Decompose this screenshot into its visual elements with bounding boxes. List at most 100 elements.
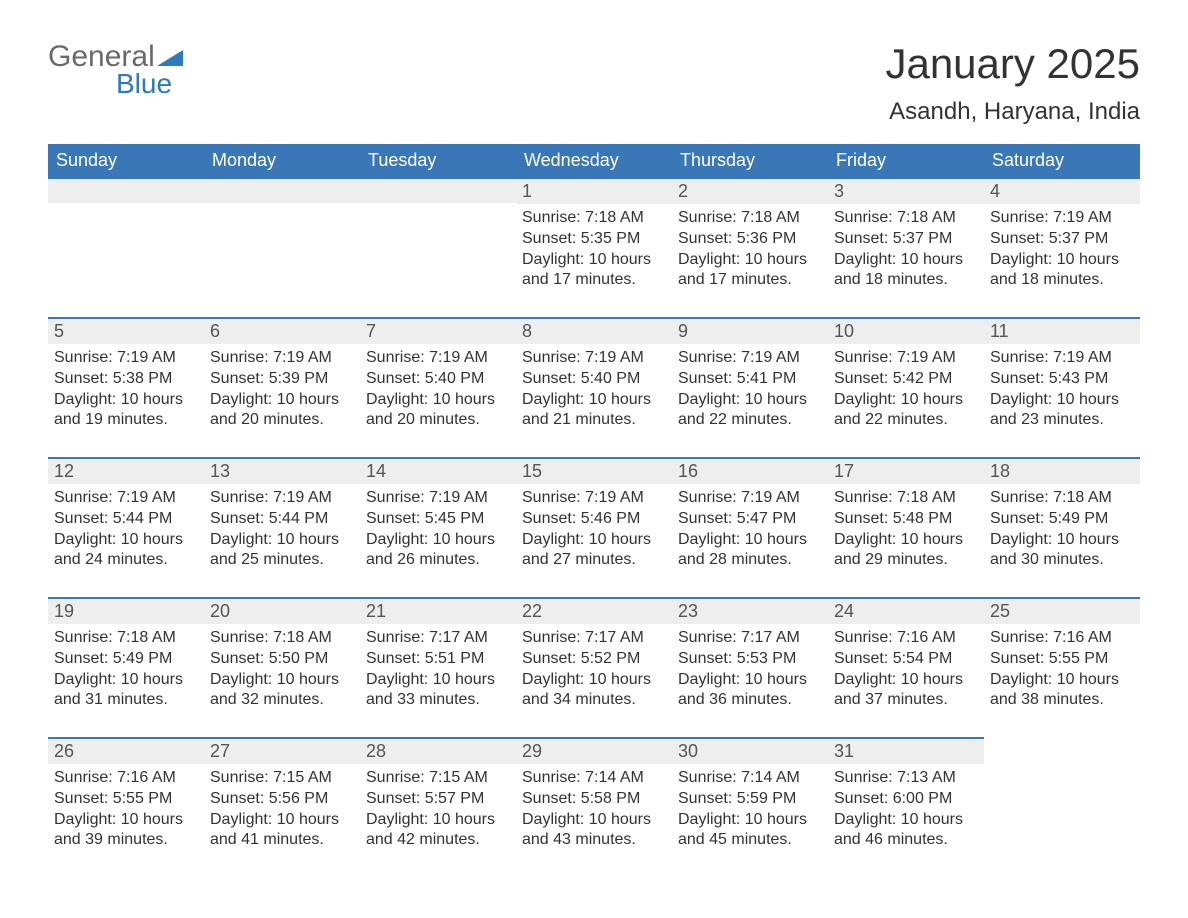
day-number: 8	[516, 317, 672, 344]
day-d2-line: and 27 minutes.	[522, 550, 666, 571]
weekday-header-row: SundayMondayTuesdayWednesdayThursdayFrid…	[48, 144, 1140, 177]
day-sunset-line: Sunset: 5:58 PM	[522, 789, 666, 810]
calendar-cell	[360, 177, 516, 317]
day-sunrise-line: Sunrise: 7:19 AM	[678, 488, 822, 509]
day-d2-line: and 25 minutes.	[210, 550, 354, 571]
day-number: 23	[672, 597, 828, 624]
day-d2-line: and 24 minutes.	[54, 550, 198, 571]
day-details: Sunrise: 7:18 AMSunset: 5:37 PMDaylight:…	[828, 204, 984, 297]
day-d2-line: and 18 minutes.	[990, 270, 1134, 291]
day-d1-line: Daylight: 10 hours	[522, 670, 666, 691]
title-block: January 2025 Asandh, Haryana, India	[885, 40, 1140, 126]
calendar-cell: 10Sunrise: 7:19 AMSunset: 5:42 PMDayligh…	[828, 317, 984, 457]
day-sunset-line: Sunset: 5:39 PM	[210, 369, 354, 390]
day-details: Sunrise: 7:19 AMSunset: 5:45 PMDaylight:…	[360, 484, 516, 577]
day-d2-line: and 41 minutes.	[210, 830, 354, 851]
day-sunrise-line: Sunrise: 7:19 AM	[678, 348, 822, 369]
day-d1-line: Daylight: 10 hours	[366, 810, 510, 831]
calendar-cell: 18Sunrise: 7:18 AMSunset: 5:49 PMDayligh…	[984, 457, 1140, 597]
day-d1-line: Daylight: 10 hours	[678, 530, 822, 551]
day-details: Sunrise: 7:17 AMSunset: 5:52 PMDaylight:…	[516, 624, 672, 717]
day-d1-line: Daylight: 10 hours	[210, 390, 354, 411]
day-d1-line: Daylight: 10 hours	[834, 390, 978, 411]
day-d2-line: and 38 minutes.	[990, 690, 1134, 711]
day-details: Sunrise: 7:13 AMSunset: 6:00 PMDaylight:…	[828, 764, 984, 857]
location-subtitle: Asandh, Haryana, India	[885, 98, 1140, 126]
calendar-cell: 30Sunrise: 7:14 AMSunset: 5:59 PMDayligh…	[672, 737, 828, 877]
calendar-cell: 6Sunrise: 7:19 AMSunset: 5:39 PMDaylight…	[204, 317, 360, 457]
logo-text-blue: Blue	[116, 68, 172, 100]
day-d2-line: and 46 minutes.	[834, 830, 978, 851]
day-d1-line: Daylight: 10 hours	[678, 390, 822, 411]
day-sunrise-line: Sunrise: 7:19 AM	[366, 348, 510, 369]
day-sunrise-line: Sunrise: 7:18 AM	[54, 628, 198, 649]
day-d2-line: and 17 minutes.	[522, 270, 666, 291]
weekday-header: Tuesday	[360, 144, 516, 177]
day-d1-line: Daylight: 10 hours	[210, 810, 354, 831]
day-sunrise-line: Sunrise: 7:16 AM	[990, 628, 1134, 649]
day-number: 26	[48, 737, 204, 764]
day-sunset-line: Sunset: 5:57 PM	[366, 789, 510, 810]
day-d1-line: Daylight: 10 hours	[210, 530, 354, 551]
day-d2-line: and 22 minutes.	[678, 410, 822, 431]
calendar-cell: 14Sunrise: 7:19 AMSunset: 5:45 PMDayligh…	[360, 457, 516, 597]
day-number: 17	[828, 457, 984, 484]
day-sunset-line: Sunset: 5:47 PM	[678, 509, 822, 530]
day-d2-line: and 20 minutes.	[210, 410, 354, 431]
day-d2-line: and 20 minutes.	[366, 410, 510, 431]
day-sunset-line: Sunset: 5:37 PM	[990, 229, 1134, 250]
day-sunrise-line: Sunrise: 7:19 AM	[522, 348, 666, 369]
day-d2-line: and 43 minutes.	[522, 830, 666, 851]
calendar-week-row: 1Sunrise: 7:18 AMSunset: 5:35 PMDaylight…	[48, 177, 1140, 317]
day-d1-line: Daylight: 10 hours	[990, 530, 1134, 551]
day-sunset-line: Sunset: 5:43 PM	[990, 369, 1134, 390]
day-details: Sunrise: 7:17 AMSunset: 5:51 PMDaylight:…	[360, 624, 516, 717]
day-d2-line: and 28 minutes.	[678, 550, 822, 571]
day-number: 15	[516, 457, 672, 484]
day-number: 18	[984, 457, 1140, 484]
day-number: 28	[360, 737, 516, 764]
day-sunset-line: Sunset: 5:51 PM	[366, 649, 510, 670]
day-number: 31	[828, 737, 984, 764]
day-d1-line: Daylight: 10 hours	[54, 810, 198, 831]
day-number: 6	[204, 317, 360, 344]
calendar-cell: 12Sunrise: 7:19 AMSunset: 5:44 PMDayligh…	[48, 457, 204, 597]
day-details: Sunrise: 7:14 AMSunset: 5:58 PMDaylight:…	[516, 764, 672, 857]
day-d2-line: and 23 minutes.	[990, 410, 1134, 431]
day-d2-line: and 31 minutes.	[54, 690, 198, 711]
weekday-header: Wednesday	[516, 144, 672, 177]
day-details: Sunrise: 7:19 AMSunset: 5:47 PMDaylight:…	[672, 484, 828, 577]
calendar-week-row: 5Sunrise: 7:19 AMSunset: 5:38 PMDaylight…	[48, 317, 1140, 457]
calendar-cell: 15Sunrise: 7:19 AMSunset: 5:46 PMDayligh…	[516, 457, 672, 597]
day-number: 22	[516, 597, 672, 624]
calendar-cell: 9Sunrise: 7:19 AMSunset: 5:41 PMDaylight…	[672, 317, 828, 457]
day-details: Sunrise: 7:19 AMSunset: 5:37 PMDaylight:…	[984, 204, 1140, 297]
day-details: Sunrise: 7:18 AMSunset: 5:50 PMDaylight:…	[204, 624, 360, 717]
day-number: 16	[672, 457, 828, 484]
day-d2-line: and 22 minutes.	[834, 410, 978, 431]
day-d2-line: and 34 minutes.	[522, 690, 666, 711]
day-details: Sunrise: 7:16 AMSunset: 5:55 PMDaylight:…	[48, 764, 204, 857]
day-number: 12	[48, 457, 204, 484]
day-d2-line: and 26 minutes.	[366, 550, 510, 571]
day-sunset-line: Sunset: 5:56 PM	[210, 789, 354, 810]
calendar-cell: 20Sunrise: 7:18 AMSunset: 5:50 PMDayligh…	[204, 597, 360, 737]
empty-day-header	[360, 177, 516, 203]
day-details: Sunrise: 7:15 AMSunset: 5:56 PMDaylight:…	[204, 764, 360, 857]
day-d1-line: Daylight: 10 hours	[54, 390, 198, 411]
calendar-cell: 3Sunrise: 7:18 AMSunset: 5:37 PMDaylight…	[828, 177, 984, 317]
calendar-cell: 28 Sunrise: 7:15 AMSunset: 5:57 PMDayligh…	[360, 737, 516, 877]
calendar-cell: 22Sunrise: 7:17 AMSunset: 5:52 PMDayligh…	[516, 597, 672, 737]
day-number: 30	[672, 737, 828, 764]
day-sunrise-line: Sunrise: 7:15 AM	[366, 768, 510, 789]
day-details: Sunrise: 7:18 AMSunset: 5:36 PMDaylight:…	[672, 204, 828, 297]
day-d1-line: Daylight: 10 hours	[210, 670, 354, 691]
day-sunrise-line: Sunrise: 7:16 AM	[834, 628, 978, 649]
day-d1-line: Daylight: 10 hours	[522, 530, 666, 551]
day-sunrise-line: Sunrise: 7:18 AM	[522, 208, 666, 229]
day-details: Sunrise: 7:16 AMSunset: 5:54 PMDaylight:…	[828, 624, 984, 717]
day-sunset-line: Sunset: 5:49 PM	[54, 649, 198, 670]
day-sunset-line: Sunset: 5:40 PM	[366, 369, 510, 390]
day-sunrise-line: Sunrise: 7:19 AM	[54, 348, 198, 369]
weekday-header: Monday	[204, 144, 360, 177]
